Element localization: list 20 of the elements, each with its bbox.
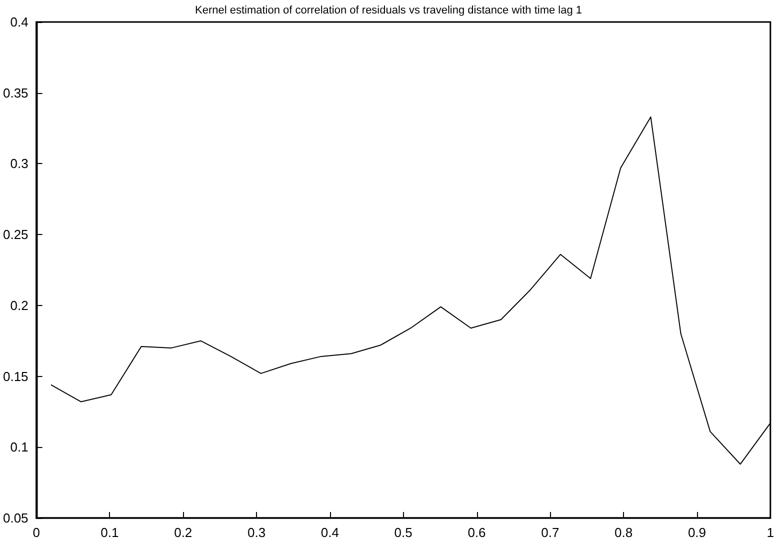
x-tick-label: 1 [766,525,774,539]
x-tick-label: 0.4 [320,525,339,539]
x-tick-label: 0.8 [614,525,633,539]
x-tick-label: 0.9 [688,525,706,539]
x-tick-label: 0.2 [174,525,192,539]
x-tick-label: 0 [32,525,40,539]
x-tick-label: 0.3 [247,525,266,539]
x-tick-label: 0.1 [100,525,119,539]
y-tick-label: 0.3 [10,156,28,172]
x-tick-label: 0.5 [394,525,412,539]
y-tick-label: 0.25 [2,227,28,242]
y-tick-label: 0.35 [2,85,28,100]
x-tick-label: 0.6 [468,525,486,539]
chart-title: Kernel estimation of correlation of residuals vs traveling distance with time lag 1 [194,4,582,16]
y-tick-label: 0.15 [2,368,28,384]
y-tick-label: 0.1 [10,440,28,455]
y-tick-label: 0.4 [10,14,28,30]
y-tick-label: 0.05 [2,510,28,526]
x-tick-label: 0.7 [541,525,560,539]
y-tick-label: 0.2 [10,298,28,313]
